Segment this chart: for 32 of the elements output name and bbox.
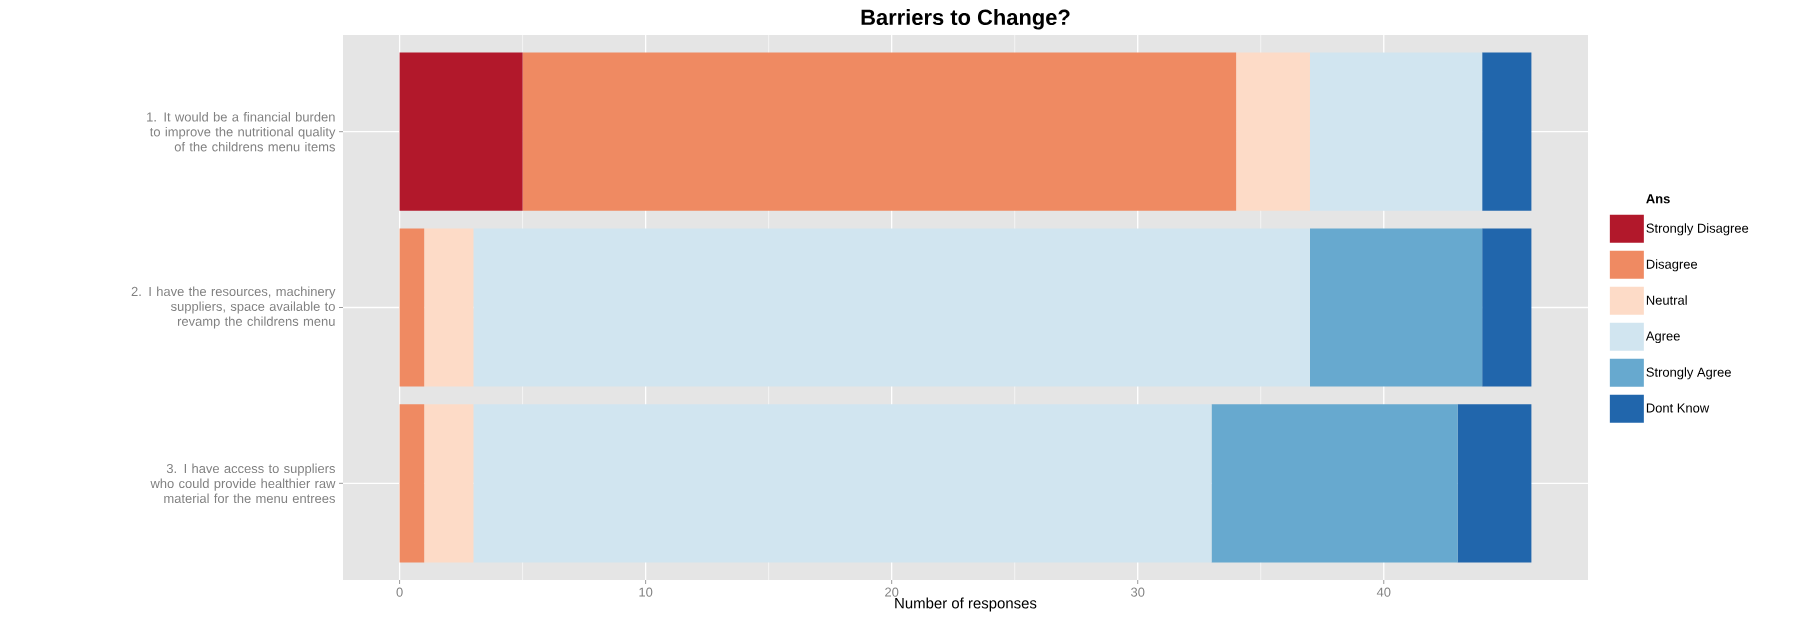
bar: [522, 52, 1237, 211]
bar: [399, 228, 425, 387]
bar: [1211, 404, 1458, 563]
bar: [424, 228, 474, 387]
y-tick-label: 3. I have access to suppliers who could provide healthier raw material for the menu entrees: [150, 463, 336, 504]
bar: [424, 404, 474, 563]
bar: [1482, 52, 1532, 211]
x-tick-label: 30: [1131, 587, 1145, 597]
chart-title: Barriers to Change?: [861, 8, 1070, 30]
bar: [1457, 404, 1532, 563]
legend-label: Agree: [1645, 331, 1680, 344]
legend-label: Strongly Agree: [1646, 367, 1731, 380]
legend-label: Strongly Disagree: [1646, 223, 1749, 236]
bar: [1236, 52, 1310, 211]
legend-label: Disagree: [1646, 259, 1698, 272]
y-tick-label: 1. It would be a financial burden to improve the nutritional quality of the childrens menu items: [147, 111, 336, 152]
bar: [1482, 228, 1532, 387]
x-tick-label: 0: [396, 587, 403, 597]
bar: [473, 404, 1212, 563]
x-tick-label: 10: [639, 587, 653, 597]
bar: [399, 404, 425, 563]
bar: [399, 52, 523, 211]
bar: [473, 228, 1310, 387]
bar: [1309, 228, 1483, 387]
x-tick-label: 40: [1376, 587, 1391, 597]
legend-label: Dont Know: [1646, 403, 1710, 413]
x-axis-title: Number of responses: [895, 597, 1037, 612]
x-tick-label: 20: [885, 587, 899, 597]
y-tick-label: 2. I have the resources, machinery suppliers, space available to revamp the childrens menu: [131, 286, 336, 329]
bar: [1309, 52, 1483, 211]
legend-label: Neutral: [1646, 295, 1687, 305]
legend-title: Ans: [1646, 194, 1670, 204]
